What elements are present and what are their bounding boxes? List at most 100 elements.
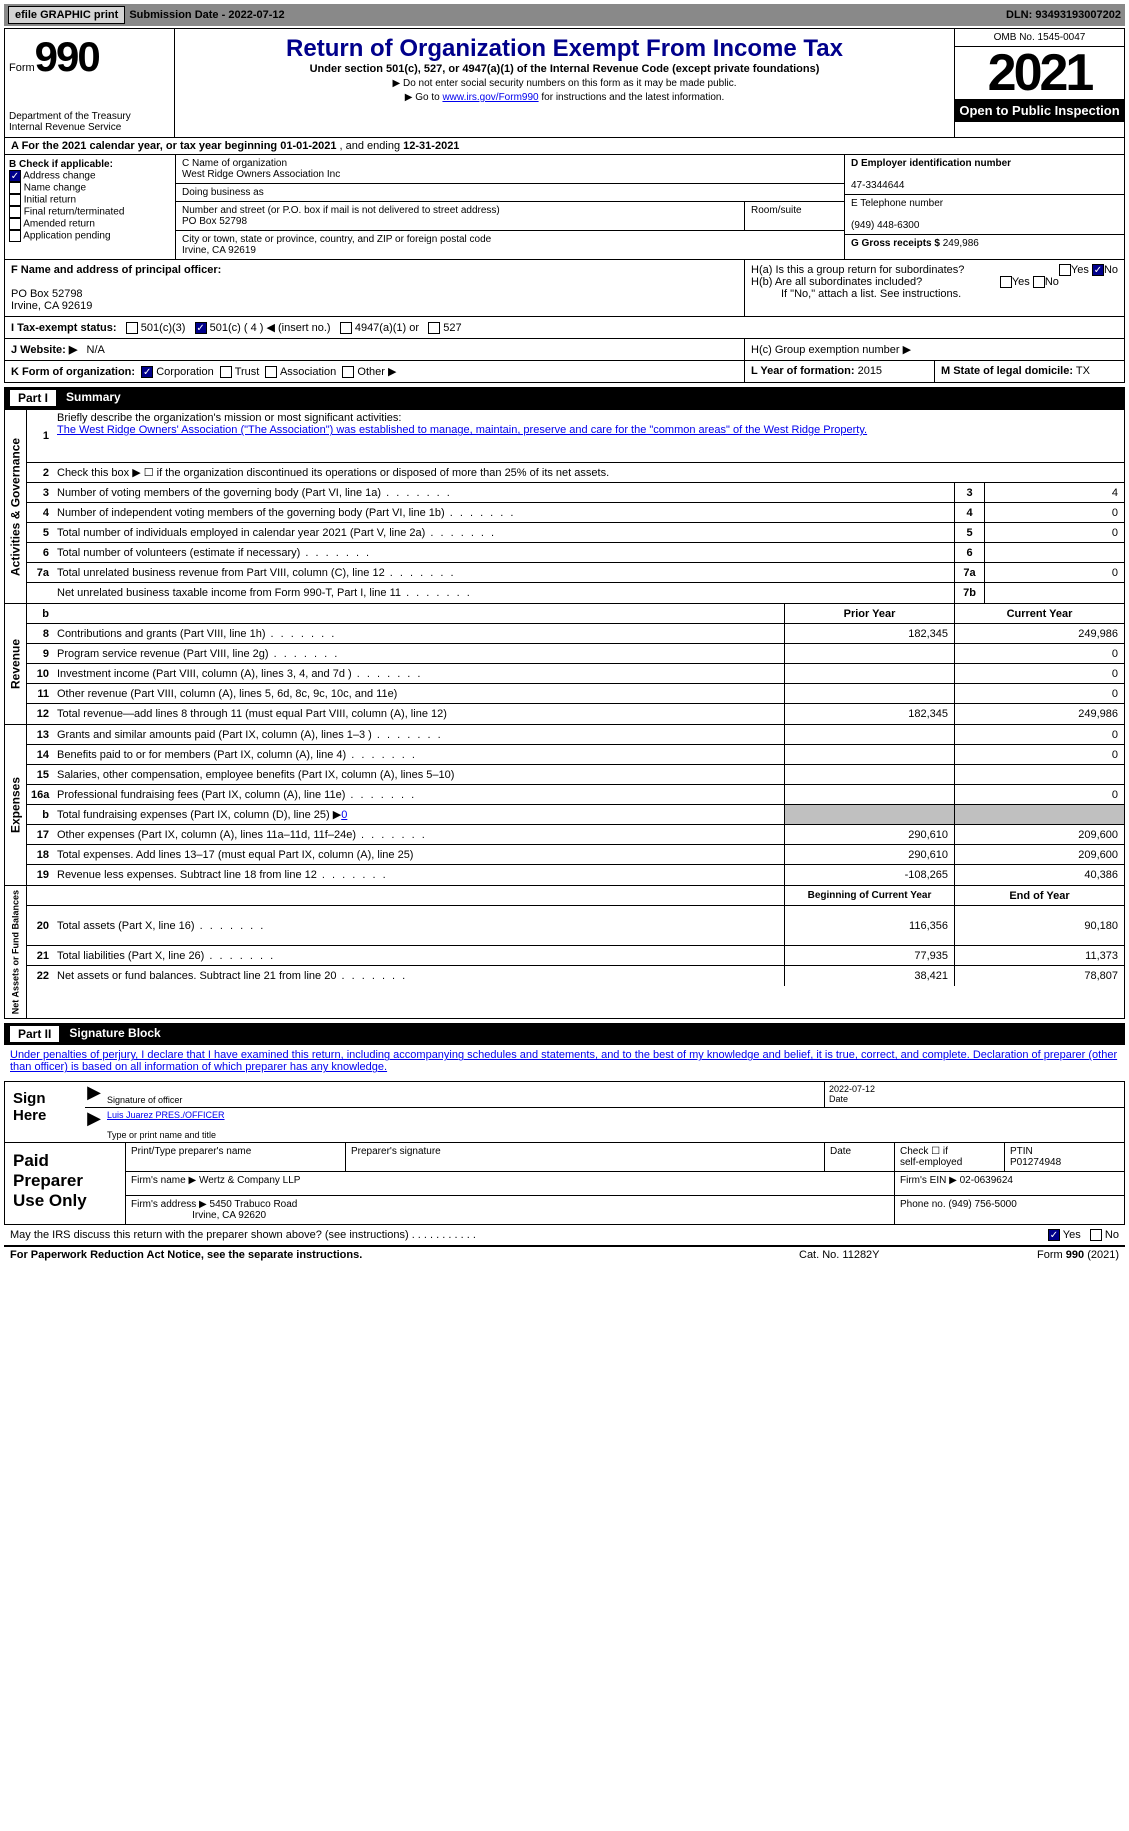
line11-cy: 0 <box>954 684 1124 703</box>
ha-yes-checkbox[interactable] <box>1059 264 1071 276</box>
treasury-label: Department of the Treasury <box>9 111 170 122</box>
line7a-value: 0 <box>984 563 1124 582</box>
line21-cy: 11,373 <box>954 946 1124 965</box>
firm-phone: (949) 756-5000 <box>948 1199 1016 1210</box>
begin-year-header: Beginning of Current Year <box>784 886 954 905</box>
section-d-ein: D Employer identification number47-33446… <box>844 155 1124 259</box>
prior-year-header: Prior Year <box>784 604 954 623</box>
ein-value: 47-3344644 <box>851 180 904 191</box>
discuss-no-checkbox[interactable] <box>1090 1229 1102 1241</box>
irs-link[interactable]: www.irs.gov/Form990 <box>442 92 538 103</box>
4947-checkbox[interactable] <box>340 322 352 334</box>
firm-name: Wertz & Company LLP <box>199 1175 301 1186</box>
irs-label: Internal Revenue Service <box>9 122 170 133</box>
line12-cy: 249,986 <box>954 704 1124 724</box>
submission-date-label: Submission Date - 2022-07-12 <box>129 9 284 21</box>
section-c-org-info: C Name of organizationWest Ridge Owners … <box>175 155 844 259</box>
address-change-checkbox[interactable]: ✓ <box>9 170 21 182</box>
line18-cy: 209,600 <box>954 845 1124 864</box>
amended-return-checkbox[interactable] <box>9 218 21 230</box>
line19-cy: 40,386 <box>954 865 1124 885</box>
revenue-label: Revenue <box>5 604 27 724</box>
form-header: Form990 Department of the Treasury Inter… <box>4 28 1125 138</box>
fundraising-link[interactable]: 0 <box>341 809 347 821</box>
hb-no-checkbox[interactable] <box>1033 276 1045 288</box>
current-year-header: Current Year <box>954 604 1124 623</box>
mission-text[interactable]: The West Ridge Owners' Association ("The… <box>57 424 867 436</box>
section-i-tax-status: I Tax-exempt status: 501(c)(3) ✓ 501(c) … <box>4 317 1125 339</box>
top-toolbar: efile GRAPHIC print Submission Date - 20… <box>4 4 1125 26</box>
section-f-officer: F Name and address of principal officer:… <box>5 260 744 316</box>
efile-print-button[interactable]: efile GRAPHIC print <box>8 6 125 24</box>
signature-arrow-icon: ▶ <box>85 1108 103 1142</box>
open-public-badge: Open to Public Inspection <box>955 99 1124 122</box>
initial-return-checkbox[interactable] <box>9 194 21 206</box>
line22-cy: 78,807 <box>954 966 1124 986</box>
line16a-cy: 0 <box>954 785 1124 804</box>
name-change-checkbox[interactable] <box>9 182 21 194</box>
line20-py: 116,356 <box>784 906 954 945</box>
firm-ein: 02-0639624 <box>960 1175 1013 1186</box>
org-name: West Ridge Owners Association Inc <box>182 169 340 180</box>
form-subtitle: Under section 501(c), 527, or 4947(a)(1)… <box>181 63 948 75</box>
ptin-value: P01274948 <box>1010 1157 1061 1168</box>
hb-yes-checkbox[interactable] <box>1000 276 1012 288</box>
dln-label: DLN: 93493193007202 <box>1006 9 1121 21</box>
section-b-checkboxes: B Check if applicable: ✓ Address change … <box>5 155 175 259</box>
ssn-note: ▶ Do not enter social security numbers o… <box>181 78 948 89</box>
signature-date: 2022-07-12 <box>829 1084 875 1094</box>
line8-cy: 249,986 <box>954 624 1124 643</box>
section-k-form-org: K Form of organization: ✓ Corporation Tr… <box>5 361 744 382</box>
activities-governance-label: Activities & Governance <box>5 410 27 603</box>
501c3-checkbox[interactable] <box>126 322 138 334</box>
section-hc-exemption: H(c) Group exemption number ▶ <box>744 339 1124 360</box>
501c-checkbox[interactable]: ✓ <box>195 322 207 334</box>
firm-address: 5450 Trabuco Road <box>210 1199 298 1210</box>
application-pending-checkbox[interactable] <box>9 230 21 242</box>
paid-preparer-block: Paid Preparer Use Only Print/Type prepar… <box>4 1143 1125 1225</box>
assoc-checkbox[interactable] <box>265 366 277 378</box>
discuss-yes-checkbox[interactable]: ✓ <box>1048 1229 1060 1241</box>
discuss-row: May the IRS discuss this return with the… <box>4 1225 1125 1247</box>
section-h-group: H(a) Is this a group return for subordin… <box>744 260 1124 316</box>
line21-py: 77,935 <box>784 946 954 965</box>
org-city: Irvine, CA 92619 <box>182 245 256 256</box>
form-number: Form990 <box>9 33 170 81</box>
line4-value: 0 <box>984 503 1124 522</box>
officer-name[interactable]: Luis Juarez PRES./OFFICER <box>107 1110 1120 1120</box>
row-a-tax-year: A For the 2021 calendar year, or tax yea… <box>4 138 1125 155</box>
part1-header: Part ISummary <box>4 387 1125 409</box>
trust-checkbox[interactable] <box>220 366 232 378</box>
line20-cy: 90,180 <box>954 906 1124 945</box>
section-m-state: M State of legal domicile: TX <box>934 361 1124 382</box>
final-return-checkbox[interactable] <box>9 206 21 218</box>
line7b-value <box>984 583 1124 603</box>
line22-py: 38,421 <box>784 966 954 986</box>
line5-value: 0 <box>984 523 1124 542</box>
other-checkbox[interactable] <box>342 366 354 378</box>
signature-declaration: Under penalties of perjury, I declare th… <box>4 1045 1125 1077</box>
line10-cy: 0 <box>954 664 1124 683</box>
line13-cy: 0 <box>954 725 1124 744</box>
line17-py: 290,610 <box>784 825 954 844</box>
ha-no-checkbox[interactable]: ✓ <box>1092 264 1104 276</box>
footer-row: For Paperwork Reduction Act Notice, see … <box>4 1247 1125 1263</box>
org-address: PO Box 52798 <box>182 216 247 227</box>
line18-py: 290,610 <box>784 845 954 864</box>
part2-header: Part IISignature Block <box>4 1023 1125 1045</box>
corp-checkbox[interactable]: ✓ <box>141 366 153 378</box>
line12-py: 182,345 <box>784 704 954 724</box>
telephone-value: (949) 448-6300 <box>851 220 919 231</box>
sign-here-block: Sign Here ▶ Signature of officer 2022-07… <box>4 1081 1125 1143</box>
line9-cy: 0 <box>954 644 1124 663</box>
527-checkbox[interactable] <box>428 322 440 334</box>
expenses-label: Expenses <box>5 725 27 885</box>
line19-py: -108,265 <box>784 865 954 885</box>
end-year-header: End of Year <box>954 886 1124 905</box>
line3-value: 4 <box>984 483 1124 502</box>
line17-cy: 209,600 <box>954 825 1124 844</box>
form-title: Return of Organization Exempt From Incom… <box>181 35 948 63</box>
gross-receipts: 249,986 <box>943 238 979 249</box>
signature-arrow-icon: ▶ <box>85 1082 103 1107</box>
net-assets-label: Net Assets or Fund Balances <box>5 886 27 1018</box>
